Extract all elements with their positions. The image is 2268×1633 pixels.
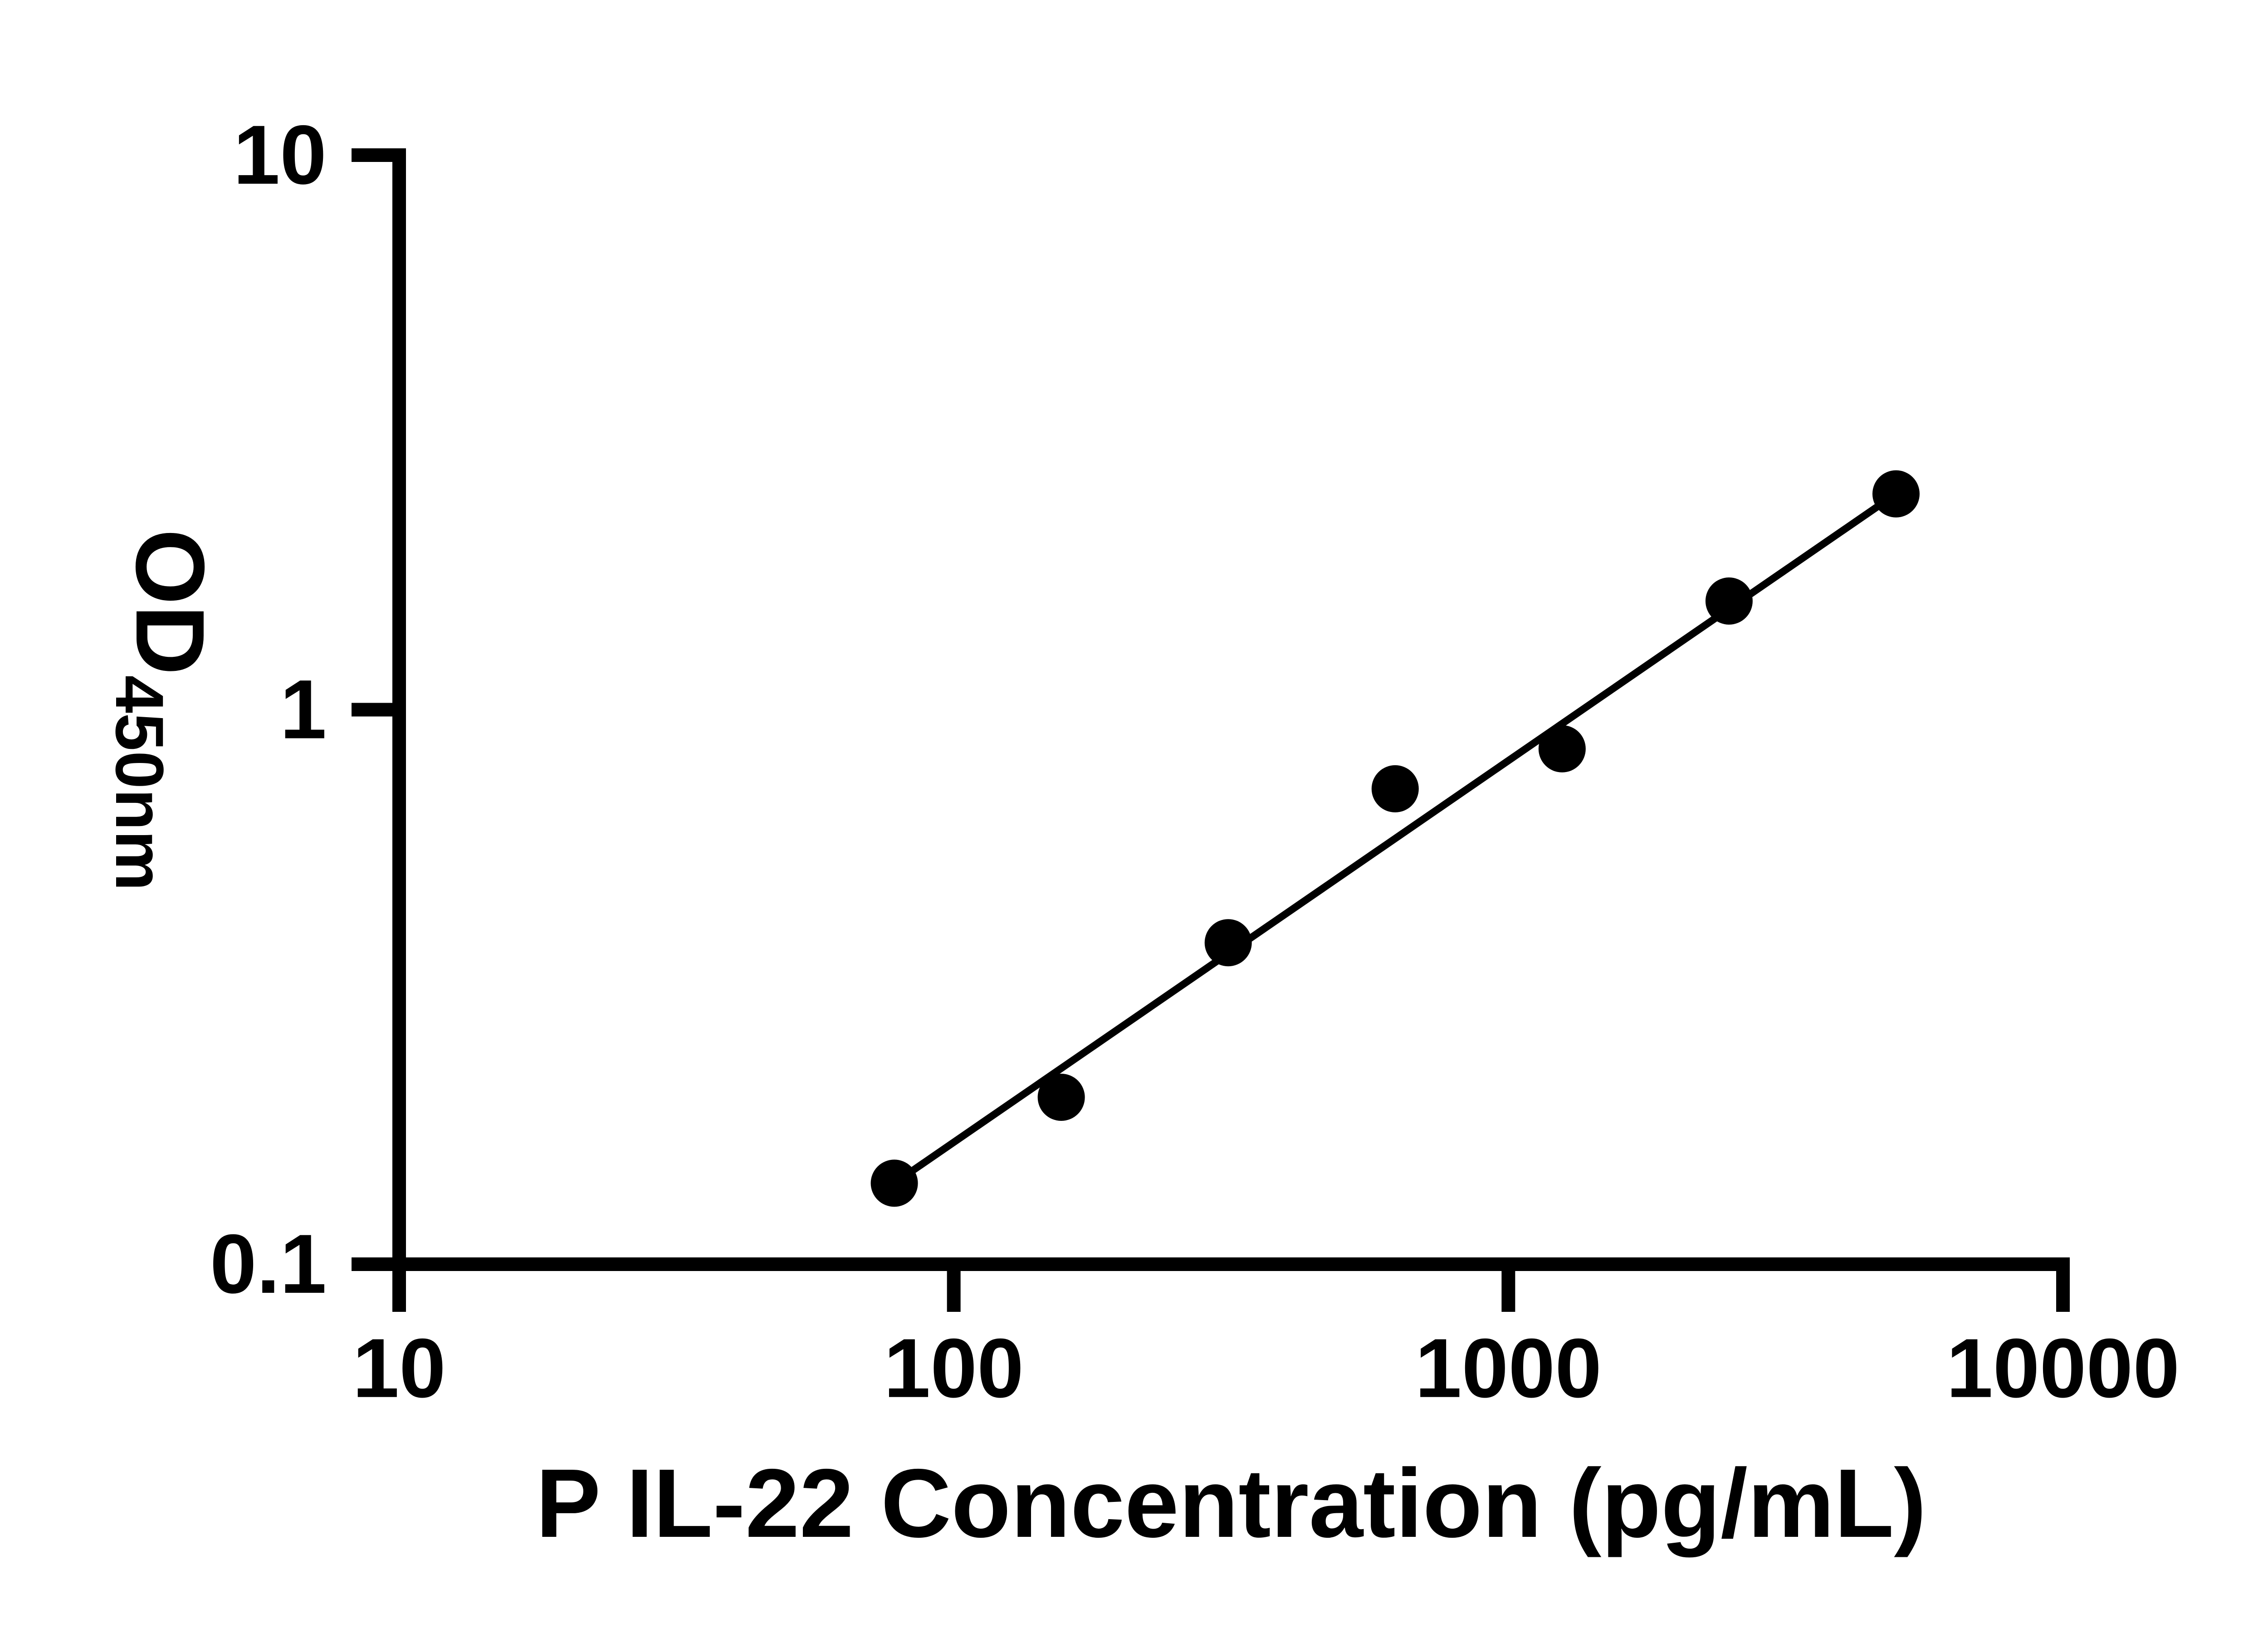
data-point: [870, 1159, 918, 1207]
data-point: [1037, 1073, 1085, 1121]
x-tick-label: 10000: [1946, 1322, 2180, 1415]
x-tick-label: 1000: [1415, 1322, 1602, 1415]
x-axis-title: P IL-22 Concentration (pg/mL): [536, 1448, 1926, 1558]
data-point: [1204, 919, 1252, 967]
y-axis-title-main: OD: [116, 529, 225, 675]
y-axis-title-subscript: 450nm: [102, 675, 178, 891]
data-point: [1538, 725, 1586, 772]
x-tick-label: 100: [884, 1322, 1024, 1415]
data-point: [1705, 577, 1753, 625]
x-tick-label: 10: [352, 1322, 446, 1415]
y-axis-title: OD450nm: [100, 529, 226, 891]
data-point: [1872, 470, 1920, 518]
y-tick-label: 0.1: [210, 1217, 327, 1311]
y-tick-label: 10: [233, 108, 327, 202]
y-tick-label: 1: [280, 663, 327, 757]
data-point: [1371, 765, 1419, 812]
